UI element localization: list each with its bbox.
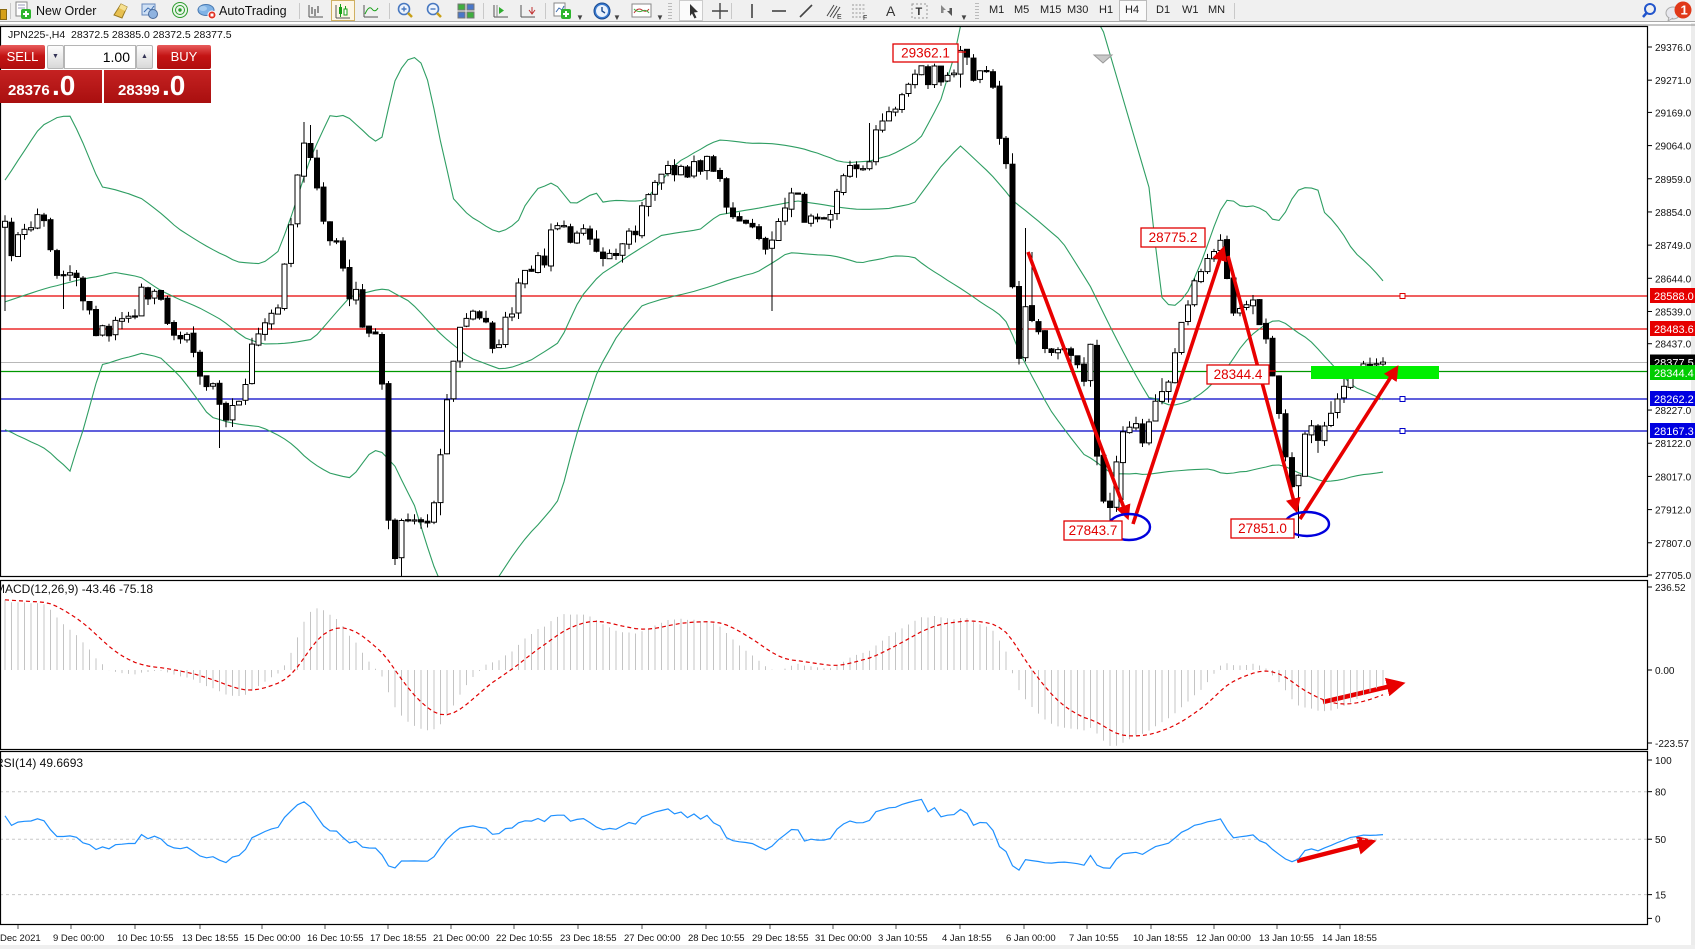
svg-text:13 Dec 18:55: 13 Dec 18:55 [182, 933, 239, 944]
svg-text:22 Dec 10:55: 22 Dec 10:55 [496, 933, 553, 944]
svg-text:15 Dec 00:00: 15 Dec 00:00 [244, 933, 301, 944]
svg-text:27843.7: 27843.7 [1069, 523, 1118, 538]
svg-text:28344.4: 28344.4 [1654, 368, 1694, 380]
svg-text:27 Dec 00:00: 27 Dec 00:00 [624, 933, 681, 944]
svg-text:28 Dec 10:55: 28 Dec 10:55 [688, 933, 745, 944]
svg-text:27912.0: 27912.0 [1655, 506, 1692, 517]
svg-text:28167.3: 28167.3 [1654, 426, 1694, 438]
svg-text:E: E [837, 14, 842, 21]
svg-text:28539.0: 28539.0 [1655, 307, 1692, 318]
svg-text:100: 100 [1655, 756, 1672, 767]
svg-text:28122.0: 28122.0 [1655, 439, 1692, 450]
svg-text:28344.4: 28344.4 [1214, 367, 1263, 382]
svg-text:28959.0: 28959.0 [1655, 175, 1692, 186]
svg-text:Dec 2021: Dec 2021 [0, 933, 41, 944]
svg-text:F: F [863, 15, 867, 21]
svg-text:29376.0: 29376.0 [1655, 43, 1692, 54]
svg-text:21 Dec 00:00: 21 Dec 00:00 [433, 933, 490, 944]
svg-text:29169.0: 29169.0 [1655, 108, 1692, 119]
svg-text:27851.0: 27851.0 [1238, 521, 1287, 536]
svg-text:7 Jan 10:55: 7 Jan 10:55 [1069, 933, 1119, 944]
svg-text:10 Jan 18:55: 10 Jan 18:55 [1133, 933, 1188, 944]
svg-text:10 Dec 10:55: 10 Dec 10:55 [117, 933, 174, 944]
svg-text:28588.0: 28588.0 [1654, 291, 1694, 303]
svg-text:31 Dec 00:00: 31 Dec 00:00 [815, 933, 872, 944]
svg-text:17 Dec 18:55: 17 Dec 18:55 [370, 933, 427, 944]
svg-text:0.00: 0.00 [1655, 666, 1675, 677]
svg-text:28749.0: 28749.0 [1655, 241, 1692, 252]
svg-text:MACD(12,26,9) -43.46 -75.18: MACD(12,26,9) -43.46 -75.18 [0, 582, 153, 596]
svg-text:50: 50 [1655, 835, 1667, 846]
svg-text:23 Dec 18:55: 23 Dec 18:55 [560, 933, 617, 944]
svg-text:3 Jan 10:55: 3 Jan 10:55 [878, 933, 928, 944]
svg-text:28483.6: 28483.6 [1654, 324, 1694, 336]
svg-text:16 Dec 10:55: 16 Dec 10:55 [307, 933, 364, 944]
svg-text:29064.0: 29064.0 [1655, 142, 1692, 153]
svg-text:29 Dec 18:55: 29 Dec 18:55 [752, 933, 809, 944]
svg-text:1: 1 [1681, 3, 1688, 18]
svg-text:13 Jan 10:55: 13 Jan 10:55 [1259, 933, 1314, 944]
svg-text:12 Jan 00:00: 12 Jan 00:00 [1196, 933, 1251, 944]
svg-text:0: 0 [1655, 914, 1661, 925]
svg-text:28017.0: 28017.0 [1655, 472, 1692, 483]
svg-text:14 Jan 18:55: 14 Jan 18:55 [1322, 933, 1377, 944]
svg-text:27807.0: 27807.0 [1655, 539, 1692, 550]
svg-text:15: 15 [1655, 891, 1667, 902]
svg-text:29362.1: 29362.1 [901, 46, 950, 61]
svg-text:T: T [916, 6, 923, 18]
svg-text:-223.57: -223.57 [1655, 739, 1689, 750]
svg-text:236.52: 236.52 [1655, 583, 1686, 594]
svg-text:4 Jan 18:55: 4 Jan 18:55 [942, 933, 992, 944]
svg-text:80: 80 [1655, 788, 1667, 799]
svg-text:RSI(14) 49.6693: RSI(14) 49.6693 [0, 756, 83, 770]
svg-text:28227.0: 28227.0 [1655, 406, 1692, 417]
svg-text:29271.0: 29271.0 [1655, 76, 1692, 87]
svg-text:28854.0: 28854.0 [1655, 208, 1692, 219]
svg-text:28262.2: 28262.2 [1654, 394, 1694, 406]
svg-text:9 Dec 00:00: 9 Dec 00:00 [53, 933, 104, 944]
svg-text:28775.2: 28775.2 [1149, 230, 1198, 245]
svg-text:28437.0: 28437.0 [1655, 340, 1692, 351]
svg-text:28644.0: 28644.0 [1655, 274, 1692, 285]
svg-text:6 Jan 00:00: 6 Jan 00:00 [1006, 933, 1056, 944]
svg-text:27705.0: 27705.0 [1655, 571, 1692, 582]
